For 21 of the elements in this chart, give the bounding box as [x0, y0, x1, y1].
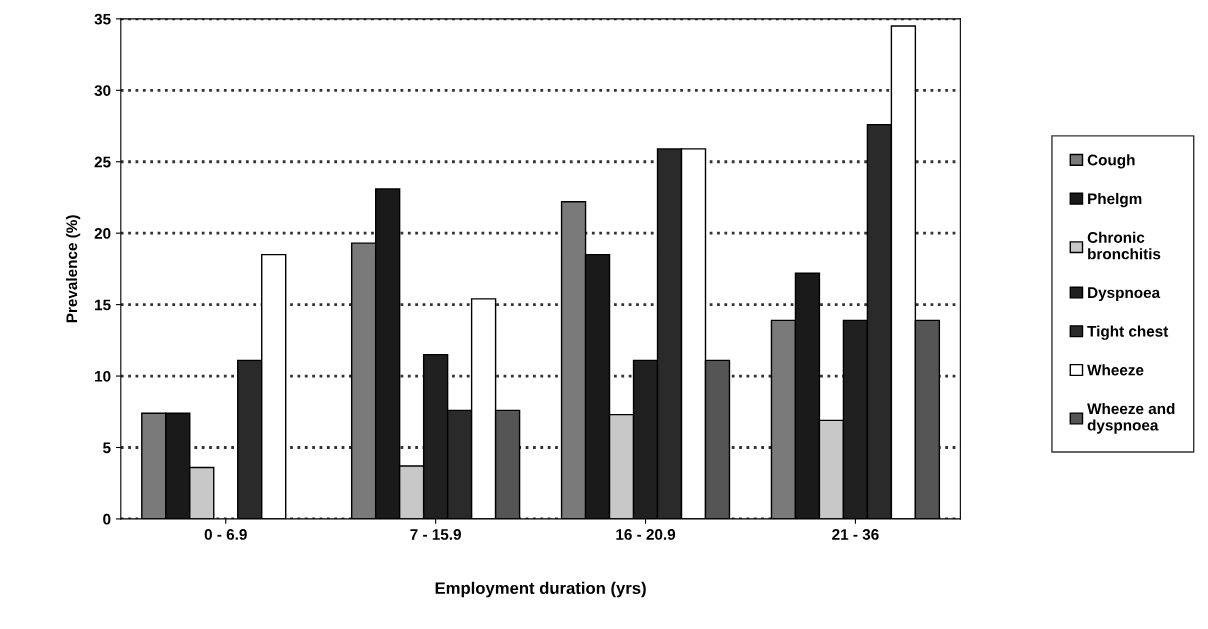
x-tick-label: 0 - 6.9 [204, 529, 247, 540]
y-tick-label: 10 [95, 370, 111, 382]
y-tick-label: 20 [94, 228, 111, 239]
legend-label: Wheeze [1087, 364, 1144, 376]
legend-label: Dyspnoea [1088, 287, 1161, 302]
x-tick-label: 21 - 36 [832, 529, 879, 540]
y-tick-label: 5 [103, 442, 111, 454]
legend-label: Cough [1087, 154, 1135, 169]
y-tick-label: 15 [95, 299, 111, 311]
x-tick-label: 7 - 15.9 [410, 529, 461, 540]
x-tick-label: 16 - 20.9 [616, 529, 676, 540]
legend-label: Tight chest [1087, 325, 1169, 340]
legend-label: Wheeze and dyspnoea [1087, 402, 1175, 434]
y-tick-label: 30 [94, 85, 111, 97]
y-tick-label: 35 [94, 13, 111, 25]
legend-label: Chronic bronchitis [1087, 231, 1161, 260]
y-axis-title: Prevalence (%) [65, 215, 81, 323]
legend-label: Phelgm [1088, 192, 1142, 208]
y-tick-label: 25 [94, 156, 111, 168]
y-tick-label: 0 [103, 513, 111, 525]
x-axis-title: Employment duration (yrs) [435, 581, 646, 598]
